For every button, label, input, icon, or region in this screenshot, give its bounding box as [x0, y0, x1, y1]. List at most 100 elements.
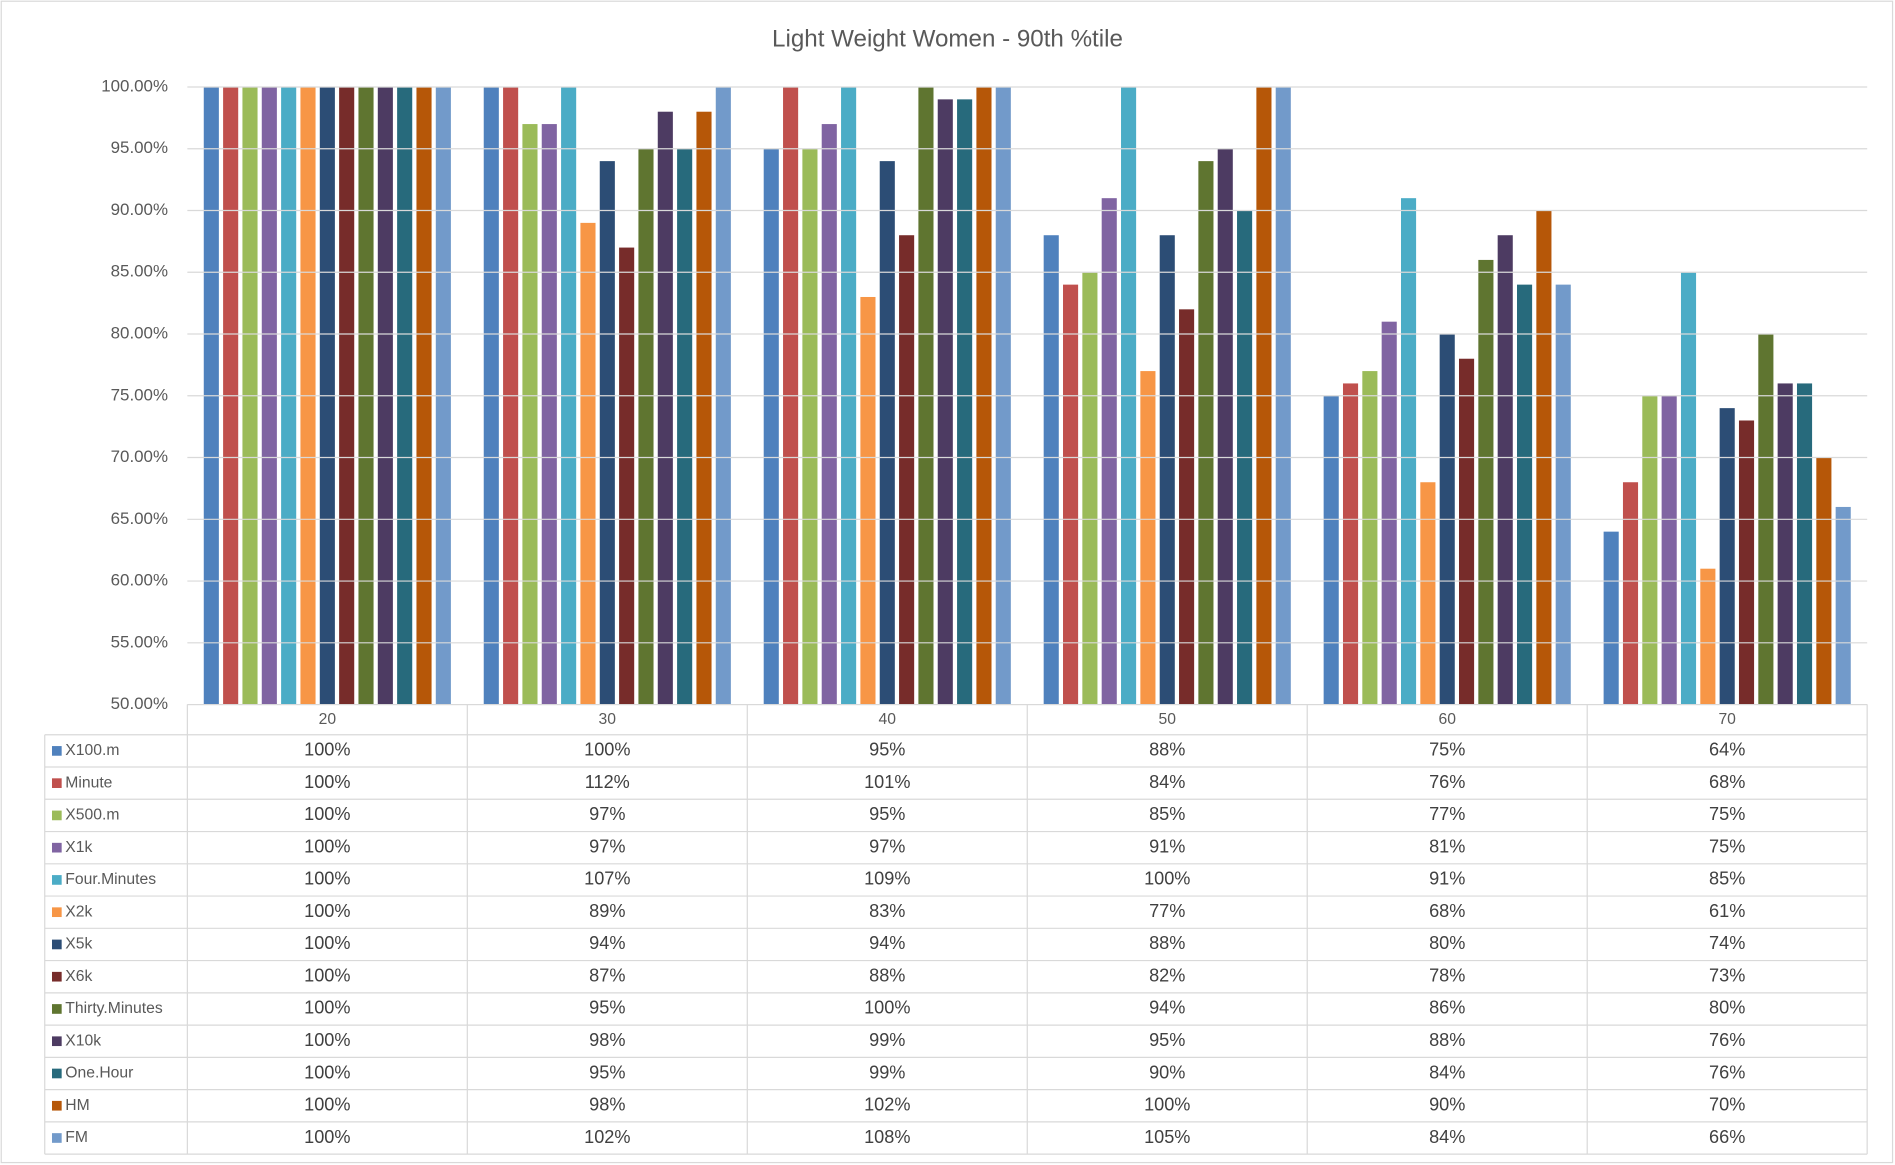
table-cell: 90% [1429, 1095, 1465, 1115]
x-tick-label: 60 [1438, 711, 1456, 728]
bar [1719, 408, 1735, 705]
table-cell: 95% [589, 998, 625, 1018]
table-cell: 75% [1429, 740, 1465, 760]
bar [1555, 284, 1571, 705]
table-cell: 98% [589, 1030, 625, 1050]
table-cell: 88% [869, 965, 905, 985]
legend-key [51, 842, 62, 853]
bar [1497, 235, 1513, 705]
bar [763, 148, 779, 705]
table-cell: 66% [1709, 1127, 1745, 1147]
table-cell: 100% [1144, 1095, 1190, 1115]
bar [802, 148, 818, 705]
bar [522, 124, 538, 705]
bar [1179, 309, 1195, 705]
table-cell: 100% [304, 965, 350, 985]
table-cell: 91% [1429, 869, 1465, 889]
table-cell: 76% [1429, 772, 1465, 792]
bar [1478, 259, 1494, 705]
bar [541, 124, 557, 705]
legend-label: Minute [65, 774, 112, 791]
bar [976, 87, 992, 705]
y-tick-label: 70.00% [111, 447, 168, 466]
bar [1517, 284, 1533, 705]
table-cell: 100% [304, 740, 350, 760]
bar [937, 99, 953, 705]
legend-key [51, 810, 62, 821]
table-cell: 109% [864, 869, 910, 889]
table-cell: 84% [1429, 1062, 1465, 1082]
table-cell: 94% [869, 933, 905, 953]
bar [995, 87, 1011, 705]
table-cell: 97% [869, 836, 905, 856]
table-cell: 74% [1709, 933, 1745, 953]
legend-key [51, 778, 62, 788]
bar [783, 87, 799, 705]
legend-label: HM [65, 1097, 89, 1114]
table-cell: 100% [304, 901, 350, 921]
x-tick-label: 30 [599, 711, 617, 728]
legend-label: X10k [65, 1032, 101, 1049]
table-cell: 100% [304, 1062, 350, 1082]
y-tick-label: 50.00% [111, 694, 168, 713]
chart-title: Light Weight Women - 90th %tile [772, 25, 1123, 52]
table-cell: 112% [585, 772, 630, 792]
table-cell: 95% [869, 740, 905, 760]
table-cell: 97% [589, 836, 625, 856]
table-cell: 85% [1149, 804, 1185, 824]
table-cell: 76% [1709, 1062, 1745, 1082]
bar [1835, 506, 1851, 705]
bar [1738, 420, 1755, 705]
table-cell: 99% [869, 1062, 905, 1082]
table-cell: 89% [589, 901, 625, 921]
bar [677, 148, 693, 705]
table-cell: 85% [1709, 869, 1745, 889]
legend-label: Four.Minutes [65, 871, 156, 888]
table-cell: 107% [584, 869, 630, 889]
table-cell: 102% [584, 1127, 630, 1147]
table-cell: 80% [1709, 998, 1745, 1018]
table-cell: 88% [1429, 1030, 1465, 1050]
table-cell: 102% [864, 1095, 910, 1115]
bar [1342, 383, 1359, 705]
legend-label: FM [65, 1129, 88, 1146]
bar [1777, 383, 1793, 705]
table-cell: 100% [304, 998, 350, 1018]
table-cell: 84% [1429, 1127, 1465, 1147]
bar [1159, 235, 1175, 705]
bar [1043, 235, 1059, 705]
table-cell: 100% [584, 740, 630, 760]
table-cell: 61% [1709, 901, 1745, 921]
legend-key [51, 1004, 62, 1014]
table-cell: 77% [1149, 901, 1185, 921]
y-tick-label: 55.00% [111, 632, 168, 651]
table-cell: 100% [304, 772, 350, 792]
bar [899, 235, 915, 705]
table-cell: 99% [869, 1030, 905, 1050]
legend-key [51, 875, 62, 885]
table-cell: 81% [1429, 836, 1465, 856]
legend-label: X500.m [65, 807, 119, 824]
bar [957, 99, 973, 705]
bar [1642, 395, 1658, 705]
bar [1381, 321, 1397, 705]
legend-key [51, 746, 62, 756]
bar [1400, 198, 1417, 705]
table-cell: 100% [304, 1127, 350, 1147]
table-cell: 87% [589, 965, 625, 985]
table-cell: 88% [1149, 933, 1185, 953]
bar [860, 296, 876, 705]
bar [821, 124, 837, 705]
bar [619, 247, 635, 705]
table-cell: 100% [304, 1030, 350, 1050]
table-cell: 86% [1429, 998, 1465, 1018]
table-cell: 94% [589, 933, 625, 953]
table-cell: 80% [1429, 933, 1465, 953]
x-tick-label: 50 [1159, 711, 1177, 728]
table-cell: 97% [589, 804, 625, 824]
bar [1140, 371, 1156, 705]
legend-label: X6k [65, 968, 92, 985]
x-tick-label: 70 [1718, 711, 1736, 728]
